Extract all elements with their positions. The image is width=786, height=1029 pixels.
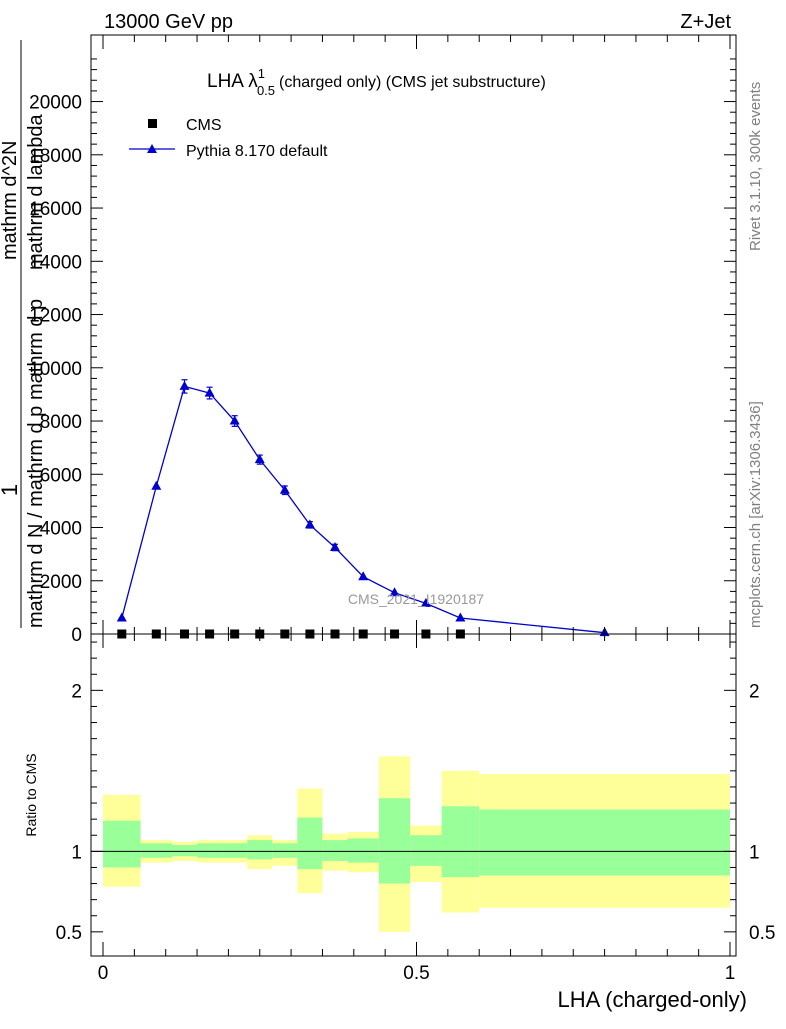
ratio-inner-band bbox=[410, 835, 442, 866]
legend: CMS Pythia 8.170 default bbox=[129, 117, 328, 160]
main-title: LHA λ1 0.5 (charged only) (CMS jet substru… bbox=[207, 66, 546, 98]
ylabel-denominator-2: mathrm d p bbox=[25, 299, 47, 400]
main-ytick-label: 20000 bbox=[29, 93, 82, 114]
x-axis-label: LHA (charged-only) bbox=[557, 987, 747, 1012]
ratio-inner-band bbox=[378, 798, 411, 884]
pythia-point bbox=[304, 519, 315, 529]
pythia-point bbox=[151, 480, 162, 490]
pythia-line bbox=[121, 385, 605, 634]
ratio-inner-band bbox=[247, 840, 273, 860]
pythia-point bbox=[358, 571, 369, 581]
main-ytick-label: 10000 bbox=[29, 359, 82, 380]
main-ytick-label: 0 bbox=[71, 625, 82, 646]
ratio-inner-band bbox=[479, 809, 730, 876]
legend-cms-label: CMS bbox=[186, 117, 222, 134]
ylabel-numerator: 1 bbox=[0, 484, 22, 496]
ylabel-denominator-3: mathrm d^2N bbox=[0, 141, 21, 260]
pythia-point bbox=[279, 484, 290, 494]
ratio-inner-band bbox=[140, 843, 172, 858]
ratio-ytick-label: 0.5 bbox=[56, 923, 82, 944]
pythia-point bbox=[179, 380, 190, 390]
ratio-ytick-label: 2 bbox=[71, 681, 82, 702]
process-label: Z+Jet bbox=[680, 11, 731, 33]
main-panel: 0 2000 4000 6000 8000 10000 12000 14000 16000 180… bbox=[0, 34, 737, 646]
ratio-ylabel: Ratio to CMS bbox=[23, 753, 39, 836]
pythia-point bbox=[420, 597, 431, 607]
analysis-watermark: CMS_2021_I1920187 bbox=[348, 591, 484, 607]
rivet-label: Rivet 3.1.10, 300k events bbox=[747, 82, 764, 251]
pythia-point bbox=[329, 541, 340, 551]
main-ytick-label: 4000 bbox=[40, 519, 82, 540]
ratio-inner-band bbox=[322, 840, 348, 862]
energy-label: 13000 GeV pp bbox=[104, 11, 233, 33]
ratio-inner-band bbox=[272, 843, 298, 858]
ratio-ytick-label: 1 bbox=[71, 842, 82, 863]
xtick-label: 1 bbox=[725, 963, 736, 984]
main-ytick-label: 6000 bbox=[40, 465, 82, 486]
ratio-inner-band bbox=[197, 843, 223, 858]
main-ylabel: 1 mathrm d N / mathrm d p mathrm d p mat… bbox=[0, 40, 47, 628]
pythia-point bbox=[254, 454, 265, 464]
ylabel-denominator-4: mathrm d lambda bbox=[25, 114, 47, 270]
ratio-ytick-label-right: 2 bbox=[749, 681, 760, 702]
pythia-point bbox=[389, 587, 400, 597]
main-ytick-label: 14000 bbox=[29, 252, 82, 273]
ratio-ytick-label-right: 1 bbox=[749, 842, 760, 863]
main-ytick-label: 18000 bbox=[29, 146, 82, 167]
ratio-inner-band bbox=[347, 838, 379, 863]
legend-pythia-label: Pythia 8.170 default bbox=[186, 143, 328, 160]
ratio-panel: 0.5 0.5 1 1 2 2 0 0.5 1 Ratio to CMS LHA (charg… bbox=[23, 35, 775, 1012]
xtick-label: 0.5 bbox=[403, 963, 429, 984]
ratio-inner-band bbox=[441, 806, 480, 878]
pythia-point bbox=[229, 415, 240, 425]
main-ytick-label: 16000 bbox=[29, 199, 82, 220]
ratio-ytick-label-right: 0.5 bbox=[749, 923, 775, 944]
ratio-frame bbox=[90, 633, 737, 957]
pythia-point bbox=[455, 612, 466, 622]
ylabel-denominator-1: mathrm d N / mathrm d p bbox=[25, 406, 47, 628]
legend-cms-marker bbox=[148, 119, 157, 128]
xtick-label: 0 bbox=[98, 963, 109, 984]
ratio-inner-band bbox=[297, 817, 323, 870]
ratio-inner-band bbox=[222, 843, 248, 858]
legend-pythia-marker bbox=[147, 144, 157, 153]
main-ytick-label: 12000 bbox=[29, 306, 82, 327]
main-ytick-label: 2000 bbox=[40, 572, 82, 593]
mcplots-label: mcplots.cern.ch [arXiv:1306.3436] bbox=[747, 401, 764, 628]
pythia-point bbox=[116, 612, 127, 622]
main-ytick-label: 8000 bbox=[40, 412, 82, 433]
pythia-point bbox=[204, 387, 215, 397]
ratio-inner-band bbox=[103, 820, 141, 868]
ratio-inner-band bbox=[171, 844, 198, 857]
